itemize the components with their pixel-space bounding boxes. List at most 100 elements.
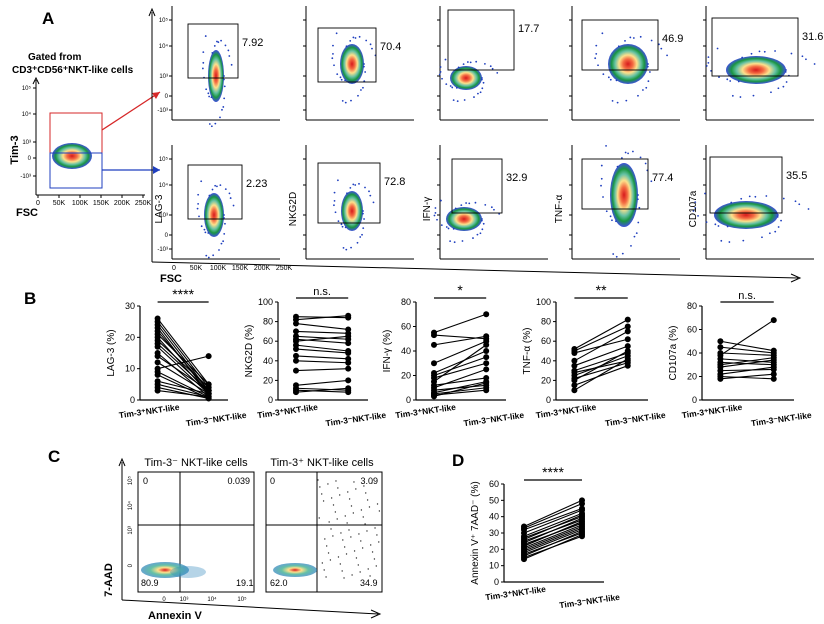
pair-line (157, 355, 209, 392)
data-point (483, 333, 490, 340)
flow-ytick-label: -10³ (157, 247, 168, 253)
ytick-label: 60 (541, 336, 551, 346)
ytick-label: 60 (687, 325, 697, 335)
pair-line (720, 346, 774, 354)
data-point (521, 556, 527, 563)
pair-line (523, 529, 583, 554)
pair-line (157, 383, 209, 398)
gate-ytick-label: 0 (28, 156, 32, 162)
data-point (345, 377, 352, 384)
data-point (624, 348, 631, 354)
pair-line (433, 382, 487, 397)
pair-line (295, 330, 349, 334)
c-xtick-label: 0 (162, 597, 166, 603)
gate-percentage: 72.8 (384, 176, 405, 188)
flow-plot-bottom-3: 32.9 IFN-γ (422, 145, 548, 260)
pair-line (720, 373, 774, 380)
pair-line (433, 313, 487, 334)
ytick-label: 30 (489, 528, 499, 538)
panel-c-right-title: Tim-3⁺ NKT-like cells (270, 457, 374, 469)
data-point (154, 371, 161, 378)
y-axis-label: Annexin V⁺ 7AAD⁻ (%) (470, 481, 481, 584)
gate-x-label: FSC (16, 207, 38, 219)
pair-line (720, 319, 775, 356)
ytick-label: 100 (536, 297, 551, 307)
flow-plot-top-3: 17.7 (437, 6, 548, 121)
gate-percentage: 46.9 (662, 33, 683, 45)
gate-xtick-label: 0 (36, 200, 40, 207)
c-ytick-label: 10⁴ (127, 501, 134, 511)
flow-plot-top-4: 46.9 (569, 6, 683, 121)
gate-xtick-label: 200K (114, 200, 131, 207)
data-point (717, 338, 724, 345)
panel-a-xaxis (151, 261, 799, 279)
c-left-tr: 0.039 (227, 476, 250, 486)
c-xtick-label: 10⁴ (207, 596, 217, 603)
data-point (624, 328, 631, 335)
c-left-tl: 0 (143, 476, 148, 486)
data-point (483, 311, 490, 318)
gate-density-cloud (52, 143, 92, 169)
pair-line (574, 350, 629, 381)
gating-line2: CD3⁺CD56⁺NKT-like cells (12, 65, 134, 76)
ytick-label: 40 (541, 356, 551, 366)
panel-label-a: A (42, 9, 54, 28)
pair-line (295, 335, 349, 340)
gate-percentage: 7.92 (242, 37, 263, 49)
pair-line (157, 340, 210, 388)
flow-ytick-label: 10³ (159, 74, 168, 80)
data-point (483, 387, 490, 394)
pair-line (720, 366, 774, 375)
pair-line (433, 368, 487, 389)
data-point (571, 357, 578, 364)
ytick-label: 40 (263, 356, 273, 366)
data-point (483, 360, 490, 367)
data-point (571, 382, 578, 389)
pair-line (523, 499, 583, 527)
pair-line (157, 346, 210, 395)
data-point (431, 341, 437, 348)
data-point (345, 333, 352, 340)
data-point (345, 359, 352, 366)
data-point (345, 340, 352, 347)
pair-line (295, 389, 349, 393)
panel-c-ticks: 10⁵ 10⁴ 10³ 0 0 10³ 10⁴ 10⁵ (127, 475, 247, 603)
pair-line (433, 335, 487, 346)
flow-plot-top-5: 31.6 (703, 6, 823, 121)
data-point (770, 371, 777, 378)
gate-xtick-label: 250K (135, 200, 152, 207)
pair-line (157, 318, 210, 385)
pair-line (574, 360, 628, 374)
data-point (431, 360, 437, 367)
gate-percentage: 77.4 (652, 172, 673, 184)
data-point (483, 341, 490, 348)
flow-y-label: NKG2D (288, 192, 299, 226)
data-point (579, 500, 585, 507)
c-xtick-label: 10⁵ (237, 596, 247, 603)
flow-xtick-label: 150K (232, 265, 249, 272)
data-point (293, 320, 299, 327)
panel-c-left-title: Tim-3⁻ NKT-like cells (144, 457, 248, 469)
ytick-label: 20 (263, 375, 273, 385)
data-point (431, 393, 437, 400)
pair-line (157, 386, 209, 399)
ytick-label: 10 (125, 364, 135, 374)
flow-y-label: TNF-α (554, 195, 565, 224)
data-point (770, 375, 777, 382)
panel-c-right-plot: 0 3.09 62.0 34.9 (265, 471, 383, 593)
ytick-label: 30 (125, 301, 135, 311)
data-point (293, 346, 299, 353)
data-point (483, 348, 490, 354)
pair-line (295, 360, 349, 364)
category-label: Tim-3⁻NKT-like (325, 410, 387, 428)
pair-line (523, 509, 583, 534)
flow-y-label: IFN-γ (422, 197, 433, 221)
panel-c-xaxis (121, 599, 379, 615)
data-point (717, 344, 724, 351)
flow-xtick-label: 100K (210, 265, 227, 272)
gate-xtick-label: 150K (93, 200, 110, 207)
pair-line (574, 345, 628, 367)
data-point (624, 355, 631, 362)
pair-line (295, 355, 349, 360)
category-label: Tim-3⁻NKT-like (463, 410, 525, 428)
